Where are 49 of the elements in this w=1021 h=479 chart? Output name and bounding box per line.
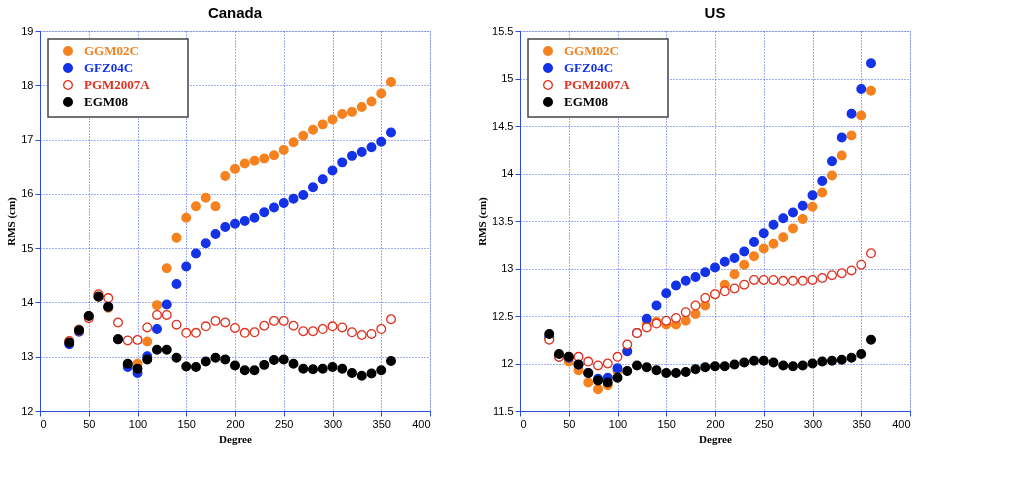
y-tick-label: 12.5 bbox=[492, 309, 514, 322]
chart-title: US bbox=[704, 4, 726, 21]
y-tick-label: 16 bbox=[21, 187, 34, 200]
y-tick-label: 13.5 bbox=[492, 214, 514, 227]
x-axis-title: Degree bbox=[219, 432, 252, 445]
x-tick-label: 300 bbox=[323, 417, 343, 430]
legend-label: GGM02C bbox=[84, 43, 139, 58]
x-tick-label: 250 bbox=[275, 417, 294, 430]
x-tick-label: 350 bbox=[372, 417, 391, 430]
x-tick-label: 150 bbox=[657, 417, 676, 430]
x-tick-label: 50 bbox=[563, 417, 576, 430]
chart-title: Canada bbox=[207, 4, 263, 21]
y-axis-title: RMS (cm) bbox=[476, 196, 490, 246]
legend-label: GFZ04C bbox=[564, 60, 614, 75]
y-tick-label: 12 bbox=[501, 357, 514, 369]
x-tick-label: 300 bbox=[803, 417, 823, 430]
legend-label: PGM2007A bbox=[564, 77, 631, 92]
y-tick-label: 14 bbox=[501, 167, 514, 179]
legend-label: GFZ04C bbox=[84, 60, 134, 75]
y-tick-label: 13 bbox=[501, 262, 514, 274]
y-tick-label: 17 bbox=[21, 133, 34, 146]
x-tick-label: 250 bbox=[755, 417, 774, 430]
y-axis-title: RMS (cm) bbox=[5, 196, 19, 246]
legend-label: PGM2007A bbox=[84, 77, 151, 92]
y-tick-label: 15.5 bbox=[492, 24, 514, 37]
x-tick-label: 200 bbox=[226, 417, 245, 430]
legend-label: EGM08 bbox=[84, 94, 129, 109]
legend-label: EGM08 bbox=[564, 94, 609, 109]
legend-label: GGM02C bbox=[564, 43, 619, 58]
y-tick-label: 14.5 bbox=[492, 119, 514, 132]
y-tick-label: 15 bbox=[501, 72, 514, 84]
x-tick-label: 150 bbox=[177, 417, 196, 430]
y-tick-label: 18 bbox=[21, 78, 34, 91]
y-tick-label: 19 bbox=[21, 24, 34, 37]
y-tick-label: 13 bbox=[21, 350, 34, 363]
x-tick-label: 0 bbox=[40, 417, 47, 430]
x-tick-label: 100 bbox=[608, 417, 628, 430]
x-tick-label: 400 bbox=[412, 417, 431, 430]
x-tick-label: 0 bbox=[520, 417, 527, 430]
y-tick-label: 12 bbox=[21, 404, 34, 417]
x-tick-label: 200 bbox=[706, 417, 725, 430]
x-tick-label: 50 bbox=[83, 417, 96, 430]
x-tick-label: 100 bbox=[128, 417, 148, 430]
x-tick-label: 350 bbox=[852, 417, 871, 430]
y-tick-label: 15 bbox=[21, 241, 34, 254]
y-tick-label: 14 bbox=[21, 295, 34, 308]
x-axis-title: Degree bbox=[699, 432, 732, 445]
x-tick-label: 400 bbox=[892, 417, 911, 430]
y-tick-label: 11.5 bbox=[492, 404, 514, 417]
